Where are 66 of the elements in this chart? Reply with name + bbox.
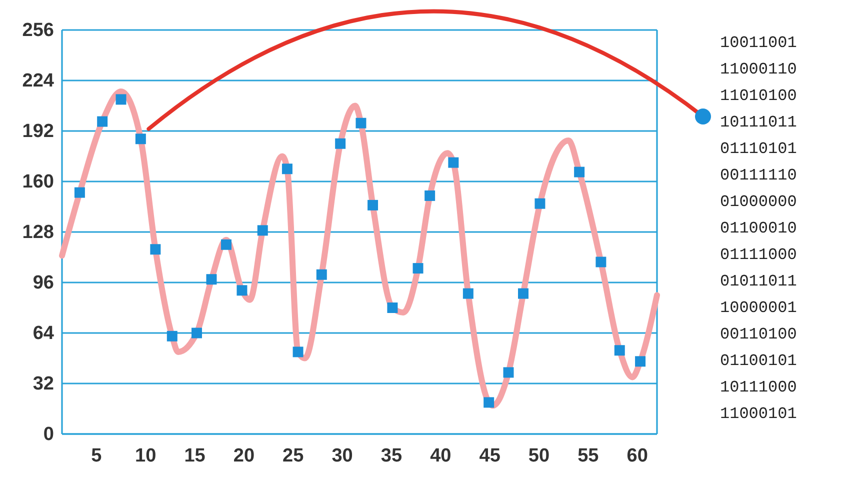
point <box>356 118 366 128</box>
point <box>166 330 178 342</box>
point <box>462 288 474 299</box>
point <box>534 198 546 209</box>
text: 00110100 <box>720 326 797 344</box>
point <box>503 367 514 378</box>
x-tick-label: 35 <box>380 445 402 466</box>
text: 11000101 <box>720 405 797 423</box>
text: 10111000 <box>720 378 797 396</box>
y-tick-label: 0 <box>43 424 54 446</box>
text: 11010100 <box>720 87 797 105</box>
text: 10011001 <box>720 34 797 52</box>
point <box>424 190 436 201</box>
point <box>574 166 585 178</box>
y-tick-label: 64 <box>32 323 54 344</box>
x-tick-label: 25 <box>282 445 304 466</box>
text: 01000000 <box>720 193 797 211</box>
point <box>316 269 327 280</box>
x-tick-label: 30 <box>332 445 353 466</box>
point <box>74 187 85 198</box>
point <box>135 134 146 144</box>
point <box>484 397 494 408</box>
text: 01100010 <box>720 220 797 238</box>
point <box>97 116 108 127</box>
x-tick-label: 5 <box>91 445 102 466</box>
text: 10111011 <box>720 114 797 132</box>
point <box>220 239 232 250</box>
y-tick-label: 96 <box>32 272 54 294</box>
point <box>150 244 161 255</box>
point <box>282 164 292 174</box>
y-tick-label: 32 <box>32 374 54 395</box>
text: 01111000 <box>720 246 797 264</box>
x-tick-label: 20 <box>233 445 255 466</box>
y-tick-label: 256 <box>22 20 54 42</box>
y-tick-label: 160 <box>22 172 54 193</box>
x-tick-label: 60 <box>626 445 648 466</box>
text: 11000110 <box>720 60 797 78</box>
point <box>335 138 346 149</box>
point <box>412 263 424 274</box>
text: 00111110 <box>720 166 797 184</box>
point <box>448 157 459 168</box>
text: 01110101 <box>720 140 797 158</box>
x-tick-label: 40 <box>430 445 452 466</box>
x-tick-label: 10 <box>135 445 156 466</box>
point <box>257 225 268 236</box>
point <box>191 328 202 338</box>
x-tick-label: 15 <box>184 445 206 466</box>
point <box>292 346 304 358</box>
x-tick-label: 45 <box>479 445 501 466</box>
y-tick-label: 192 <box>22 121 54 142</box>
x-tick-label: 50 <box>528 445 550 466</box>
point <box>387 302 398 313</box>
point <box>518 288 528 299</box>
x-tick-label: 55 <box>578 445 600 466</box>
point <box>596 256 606 268</box>
point <box>206 274 217 285</box>
y-tick-label: 224 <box>22 70 54 92</box>
point <box>368 200 378 210</box>
y-tick-label: 128 <box>22 222 54 244</box>
point <box>635 356 646 367</box>
text: 10000001 <box>720 299 797 317</box>
point <box>236 285 248 296</box>
point <box>116 94 126 105</box>
point <box>614 345 625 356</box>
text: 01100101 <box>720 352 797 370</box>
text: 01011011 <box>720 272 797 290</box>
